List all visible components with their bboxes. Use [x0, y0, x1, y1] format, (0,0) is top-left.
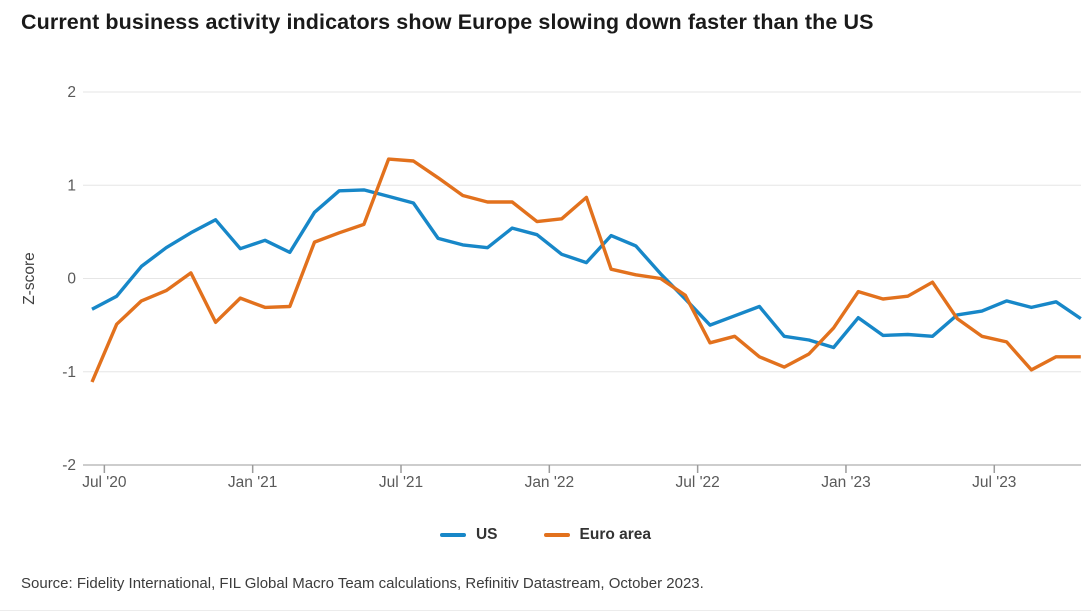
legend-label-us: US [475, 526, 498, 543]
x-tick-label: Jan '21 [228, 474, 278, 491]
euro-area-line-swatch [543, 533, 570, 537]
legend-item-us: US [439, 526, 498, 544]
x-tick-label: Jul '21 [379, 474, 423, 491]
line-chart: 2 1 0 -1 -2 Jul '20 Jan '21 Jul '21 Jan '22 Jul '… [0, 75, 1091, 510]
us-line [91, 188, 1082, 350]
chart-title: Current business activity indicators sho… [21, 10, 874, 34]
y-tick-label: 1 [67, 177, 76, 194]
x-tick-label: Jul '23 [972, 474, 1016, 491]
y-tick-label: 2 [67, 84, 76, 101]
y-tick-label: -1 [62, 364, 76, 381]
x-tick-label: Jan '23 [821, 474, 871, 491]
chart-legend: US Euro area [0, 526, 1091, 544]
y-tick-label: -2 [62, 457, 76, 474]
legend-label-euro-area: Euro area [579, 526, 652, 543]
x-tick-label: Jul '22 [675, 474, 719, 491]
euro-area-line [90, 157, 1081, 383]
x-tick-label: Jan '22 [525, 474, 575, 491]
y-axis-title: Z-score [21, 252, 38, 305]
x-tick-label: Jul '20 [82, 474, 127, 491]
us-line-swatch [439, 533, 466, 537]
chart-svg: 2 1 0 -1 -2 Jul '20 Jan '21 Jul '21 Jan '22 Jul '… [21, 84, 1082, 491]
source-note: Source: Fidelity International, FIL Glob… [21, 575, 704, 592]
legend-item-euro-area: Euro area [543, 526, 652, 544]
y-tick-label: 0 [67, 271, 76, 288]
